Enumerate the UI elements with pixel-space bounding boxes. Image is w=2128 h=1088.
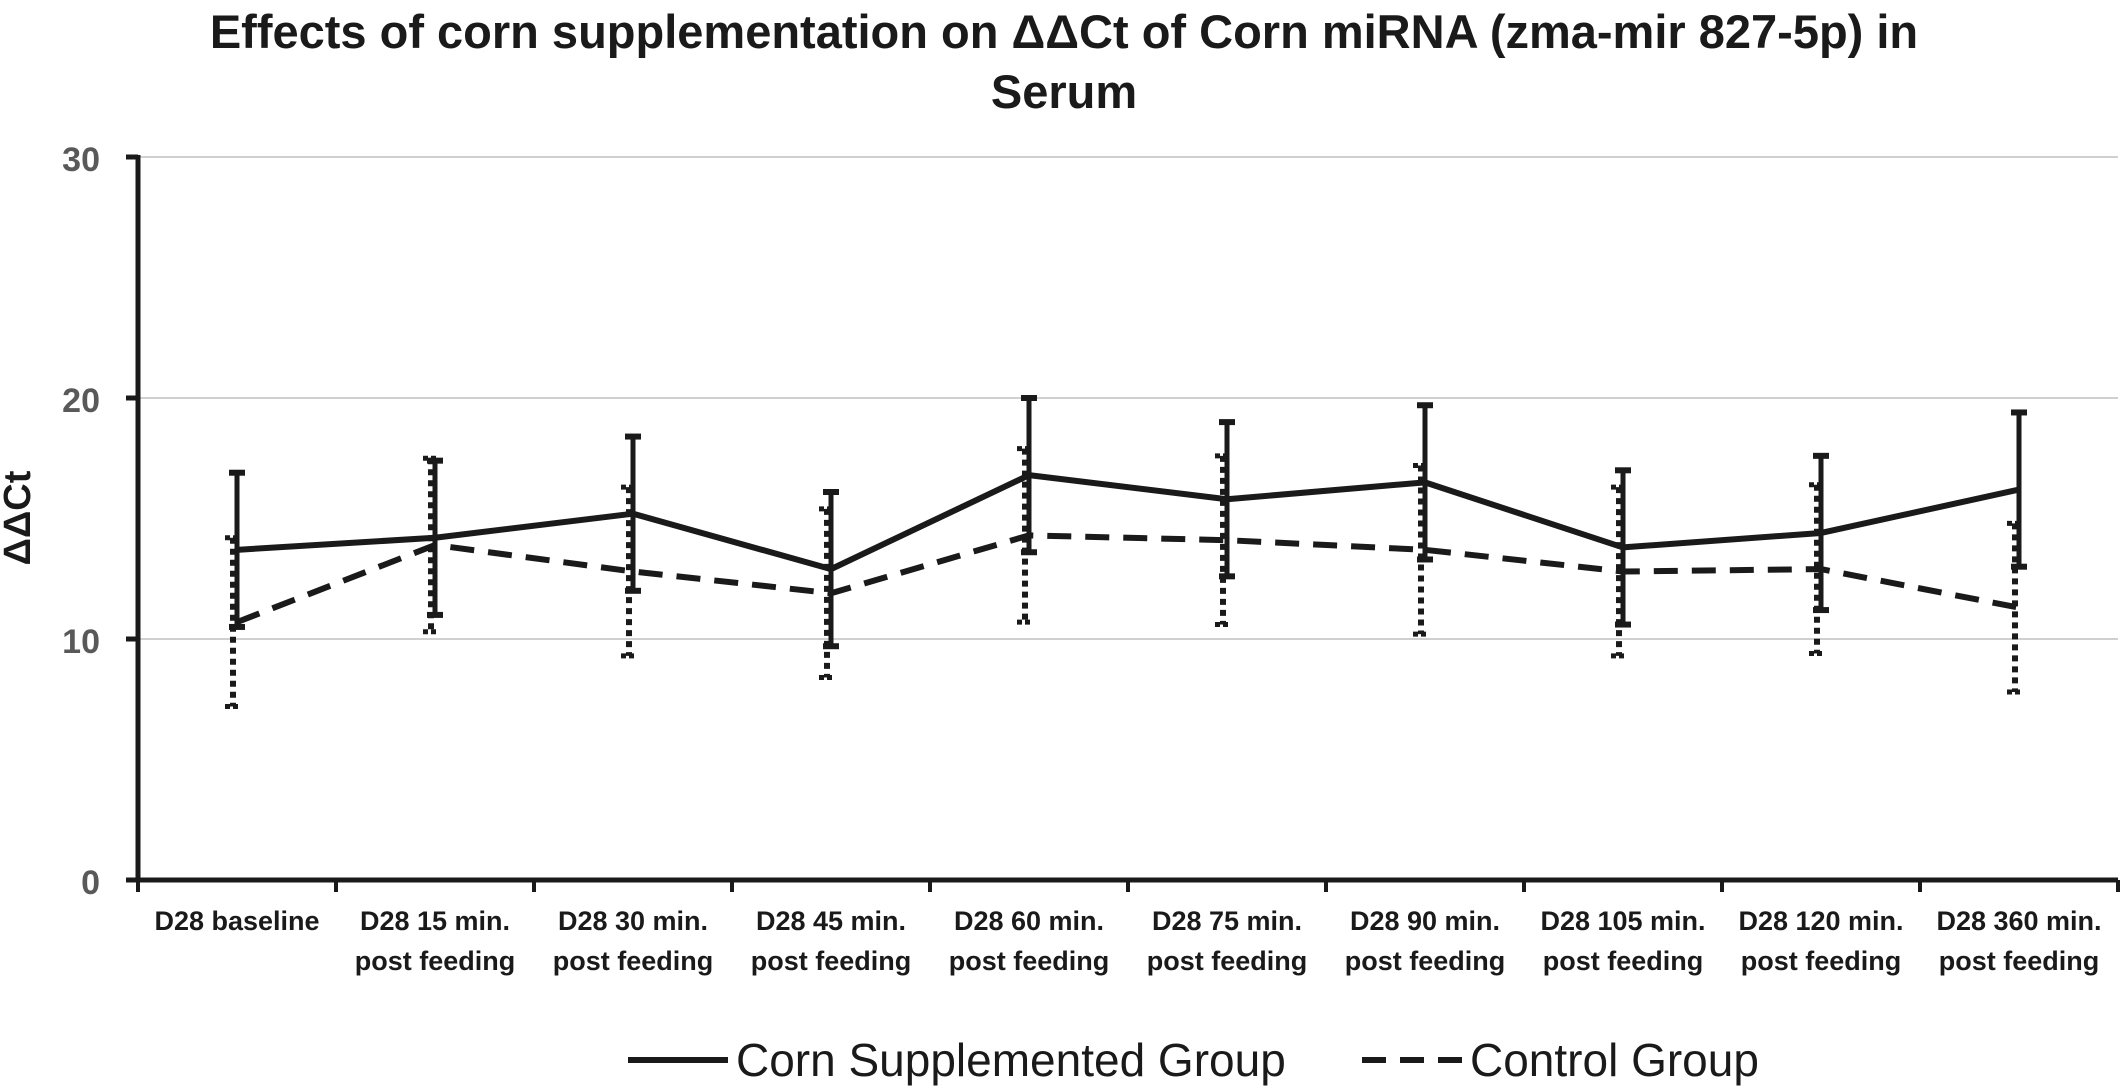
x-tick-label: post feeding [1939,946,2100,976]
legend-label-control: Control Group [1470,1034,1759,1086]
legend-label-corn: Corn Supplemented Group [736,1034,1286,1086]
y-tick-label: 20 [62,382,100,420]
x-tick-label: D28 90 min. [1350,906,1500,936]
chart-title-line-2: Serum [990,65,1138,118]
y-tick-label: 10 [62,623,100,661]
x-tick-label: post feeding [553,946,714,976]
x-tick-label: post feeding [949,946,1110,976]
axis-labels: 0 10 20 30 ΔΔCt D28 baseline D28 15 min. post f… [0,141,2102,976]
x-tick-label: D28 45 min. [756,906,906,936]
y-axis-title: ΔΔCt [0,470,39,565]
x-tick-label: D28 360 min. [1936,906,2101,936]
x-tick-label: post feeding [1345,946,1506,976]
axes [126,154,2120,892]
x-tick-label: D28 75 min. [1152,906,1302,936]
x-tick-label: D28 30 min. [558,906,708,936]
x-tick-label: D28 120 min. [1738,906,1903,936]
series-lines [235,472,2020,625]
x-tick-label: post feeding [1741,946,1902,976]
x-tick-label: D28 baseline [154,906,319,936]
corn-supplemented-line [236,472,2020,573]
grid-lines [138,156,2118,640]
x-tick-label: post feeding [1147,946,1308,976]
y-tick-label: 30 [62,141,100,179]
x-tick-label: D28 105 min. [1540,906,1705,936]
x-tick-label: D28 60 min. [954,906,1104,936]
x-tick-label: post feeding [355,946,516,976]
x-tick-label: D28 15 min. [360,906,510,936]
y-tick-label: 0 [81,864,100,902]
control-group-line [235,532,2020,625]
x-tick-label: post feeding [1543,946,1704,976]
chart-title-line-1: Effects of corn supplementation on ΔΔCt … [209,5,1919,58]
x-tick-label: post feeding [751,946,912,976]
legend: Corn Supplemented Group Control Group [628,1034,1759,1086]
